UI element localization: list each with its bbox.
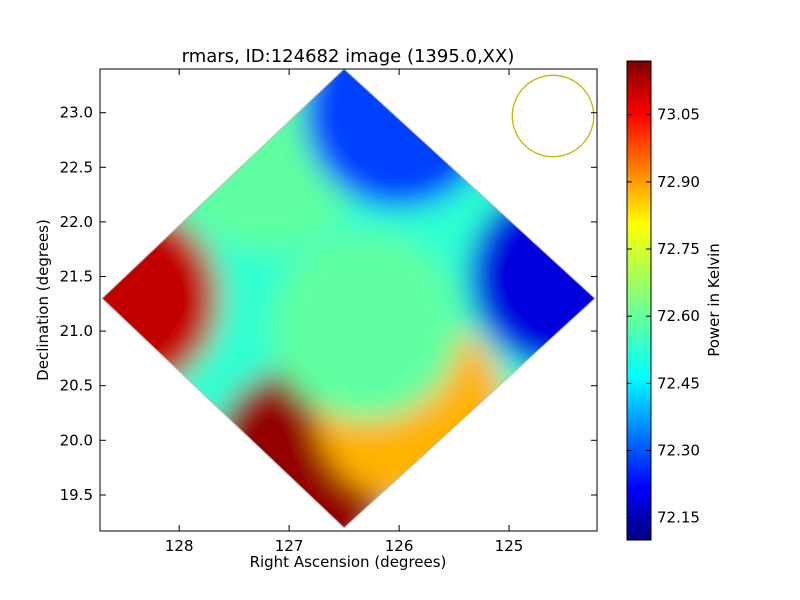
heatmap-region-center bbox=[271, 230, 462, 421]
x-axis: 128 127 126 125 bbox=[165, 69, 523, 555]
colorbar-tick-label: 72.45 bbox=[657, 374, 700, 392]
y-tick-label: 21.5 bbox=[60, 268, 93, 286]
x-tick-label: 128 bbox=[165, 537, 194, 555]
y-tick-label: 20.0 bbox=[60, 431, 93, 449]
x-tick-label: 125 bbox=[495, 537, 524, 555]
colorbar-tick-label: 72.75 bbox=[657, 240, 700, 258]
y-tick-label: 23.0 bbox=[60, 104, 93, 122]
colorbar bbox=[626, 60, 652, 541]
x-tick-label: 126 bbox=[385, 537, 414, 555]
colorbar-tick-label: 73.05 bbox=[657, 106, 700, 124]
colorbar-tick-label: 72.90 bbox=[657, 173, 700, 191]
x-axis-label: Right Ascension (degrees) bbox=[250, 553, 447, 571]
heatmap-region-east bbox=[469, 181, 595, 372]
colorbar-tick-label: 72.30 bbox=[657, 442, 700, 460]
y-tick-label: 20.5 bbox=[60, 377, 93, 395]
y-axis-label: Declination (degrees) bbox=[34, 219, 52, 381]
colorbar-ticks: 72.15 72.30 72.45 72.60 72.75 72.90 73.05 bbox=[627, 106, 700, 527]
plot-frame bbox=[99, 68, 598, 532]
chart-title: rmars, ID:124682 image (1395.0,XX) bbox=[182, 46, 515, 67]
y-tick-label: 21.0 bbox=[60, 322, 93, 340]
y-tick-label: 19.5 bbox=[60, 486, 93, 504]
x-tick-label: 127 bbox=[275, 537, 304, 555]
colorbar-label: Power in Kelvin bbox=[705, 243, 723, 357]
colorbar-tick-label: 72.15 bbox=[657, 509, 700, 527]
heatmap-region-west bbox=[102, 203, 220, 394]
beam-circle bbox=[511, 74, 595, 158]
y-axis: 19.5 20.0 20.5 21.0 21.5 22.0 22.5 23.0 bbox=[60, 104, 597, 504]
y-tick-label: 22.0 bbox=[60, 213, 93, 231]
colorbar-tick-label: 72.60 bbox=[657, 307, 700, 325]
heatmap-edge bbox=[101, 68, 596, 529]
y-tick-label: 22.5 bbox=[60, 158, 93, 176]
